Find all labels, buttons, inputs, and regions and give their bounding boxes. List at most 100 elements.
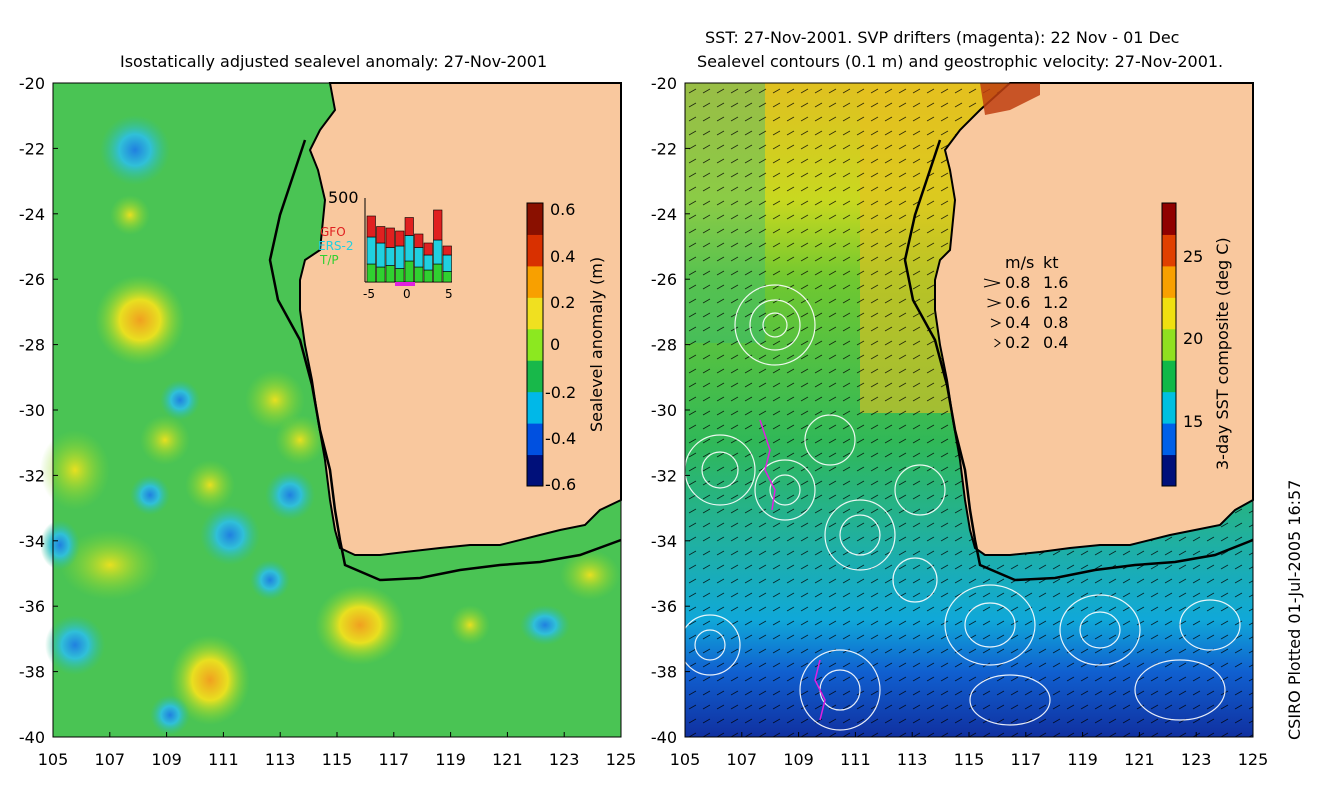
inset-bar-tp — [366, 263, 376, 283]
velocity-legend-ms: 0.6 — [1005, 293, 1030, 312]
left-cbar-tick-6: -0.6 — [545, 475, 576, 494]
velocity-legend-header-kt: kt — [1043, 253, 1059, 272]
left-cbar-tick-3: 0 — [550, 335, 560, 354]
velocity-arrow-icon — [990, 318, 1002, 328]
left-cbar-tick-4: -0.2 — [545, 383, 576, 402]
right-cbar-tick-15: 15 — [1183, 412, 1203, 431]
x-tick-label: 111 — [840, 750, 871, 769]
left-y-axis: -20 -22 -24 -26 -28 -30 -32 -34 -36 -38 -40 — [19, 74, 58, 747]
inset-legend-gfo: GFO — [320, 225, 346, 239]
y-tick-label: -40 — [19, 728, 45, 747]
x-tick-label: 107 — [95, 750, 126, 769]
velocity-arrow-icon — [994, 338, 1001, 348]
y-tick-label: -38 — [19, 663, 45, 682]
left-cbar-tick-0: 0.6 — [550, 200, 575, 219]
y-tick-label: -34 — [651, 532, 677, 551]
right-map-title-line1: SST: 27-Nov-2001. SVP drifters (magenta)… — [705, 28, 1180, 47]
inset-bar-gfo — [385, 227, 395, 248]
x-tick-label: 109 — [151, 750, 182, 769]
x-tick-label: 117 — [379, 750, 410, 769]
velocity-legend-kt: 0.8 — [1043, 313, 1068, 332]
colorbar-segment — [527, 454, 543, 487]
y-tick-label: -36 — [651, 597, 677, 616]
inset-bar-ers — [433, 239, 443, 265]
inset-bar-gfo — [433, 209, 443, 241]
velocity-scale-legend: m/s kt 0.8 1.60.6 1.20.4 0.80.2 0.4 — [983, 253, 1068, 352]
inset-bar-gfo — [376, 226, 386, 244]
inset-bar-gfo — [395, 230, 405, 247]
y-tick-label: -24 — [651, 205, 677, 224]
x-tick-label: 105 — [38, 750, 69, 769]
y-tick-label: -20 — [651, 74, 677, 93]
inset-bar-gfo — [442, 245, 452, 256]
colorbar-segment — [527, 328, 543, 361]
inset-bar-tp — [376, 266, 386, 283]
x-tick-label: 113 — [265, 750, 296, 769]
colorbar-segment — [527, 265, 543, 298]
inset-bar-tp — [414, 266, 424, 283]
colorbar-segment — [527, 423, 543, 456]
colorbar-segment — [1162, 234, 1176, 267]
inset-bars — [366, 209, 452, 283]
right-y-axis: -20 -22 -24 -26 -28 -30 -32 -34 -36 -38 -40 — [651, 74, 690, 747]
y-tick-label: -34 — [19, 532, 45, 551]
colorbar-segment — [1162, 391, 1176, 424]
x-tick-label: 123 — [549, 750, 580, 769]
colorbar-segment — [1162, 454, 1176, 487]
y-tick-label: -26 — [19, 270, 45, 289]
right-map-land — [934, 82, 1254, 556]
left-map-title: Isostatically adjusted sealevel anomaly:… — [120, 52, 548, 71]
velocity-legend-kt: 0.4 — [1043, 333, 1068, 352]
velocity-legend-header-ms: m/s — [1005, 253, 1034, 272]
x-tick-label: 107 — [727, 750, 758, 769]
x-tick-label: 105 — [670, 750, 701, 769]
left-cbar-tick-5: -0.4 — [545, 429, 576, 448]
inset-bar-gfo — [414, 233, 424, 248]
y-tick-label: -36 — [19, 597, 45, 616]
inset-bar-ers — [423, 254, 433, 271]
y-tick-label: -22 — [651, 139, 677, 158]
y-tick-label: -32 — [19, 466, 45, 485]
sealevel-colorbar: 0.6 0.4 0.2 0 -0.2 -0.4 -0.6 Sealevel an… — [526, 200, 606, 494]
x-tick-label: 125 — [606, 750, 637, 769]
colorbar-segment — [527, 360, 543, 393]
velocity-legend-kt: 1.2 — [1043, 293, 1068, 312]
right-map-warm-north — [980, 83, 1040, 115]
inset-bar-tp — [404, 260, 414, 283]
inset-bar-tp — [395, 268, 405, 283]
y-tick-label: -30 — [651, 401, 677, 420]
y-tick-label: -24 — [19, 205, 45, 224]
colorbar-segment — [1162, 423, 1176, 456]
y-tick-label: -30 — [19, 401, 45, 420]
x-tick-label: 109 — [783, 750, 814, 769]
y-tick-label: -22 — [19, 139, 45, 158]
inset-bar-ers — [414, 247, 424, 268]
inset-bar-tp — [385, 265, 395, 283]
colorbar-segment — [527, 297, 543, 330]
colorbar-segment — [1162, 265, 1176, 298]
right-cbar-label: 3-day SST composite (deg C) — [1213, 237, 1232, 470]
x-tick-label: 117 — [1011, 750, 1042, 769]
velocity-legend-ms: 0.2 — [1005, 333, 1030, 352]
inset-bar-gfo — [423, 242, 433, 256]
sst-geostrophic-map: m/s kt 0.8 1.60.6 1.20.4 0.80.2 0.4 25 20 15… — [651, 74, 1304, 769]
velocity-legend-ms: 0.4 — [1005, 313, 1030, 332]
x-tick-label: 123 — [1181, 750, 1212, 769]
right-map-title-line2: Sealevel contours (0.1 m) and geostrophi… — [697, 52, 1224, 71]
sst-colorbar: 25 20 15 3-day SST composite (deg C) — [1161, 202, 1232, 487]
inset-bar-tp — [433, 263, 443, 283]
inset-bar-tp — [423, 269, 433, 283]
inset-x-tick-zero: 0 — [403, 287, 411, 301]
colorbar-segment — [1162, 297, 1176, 330]
colorbar-segment — [527, 234, 543, 267]
x-tick-label: 113 — [897, 750, 928, 769]
inset-bar-ers — [395, 245, 405, 269]
x-tick-label: 121 — [1124, 750, 1155, 769]
velocity-legend-ms: 0.8 — [1005, 273, 1030, 292]
y-tick-label: -40 — [651, 728, 677, 747]
inset-x-tick-max: 5 — [445, 287, 453, 301]
y-tick-label: -26 — [651, 270, 677, 289]
inset-bar-ers — [366, 236, 376, 265]
y-tick-label: -20 — [19, 74, 45, 93]
x-tick-label: 115 — [954, 750, 985, 769]
